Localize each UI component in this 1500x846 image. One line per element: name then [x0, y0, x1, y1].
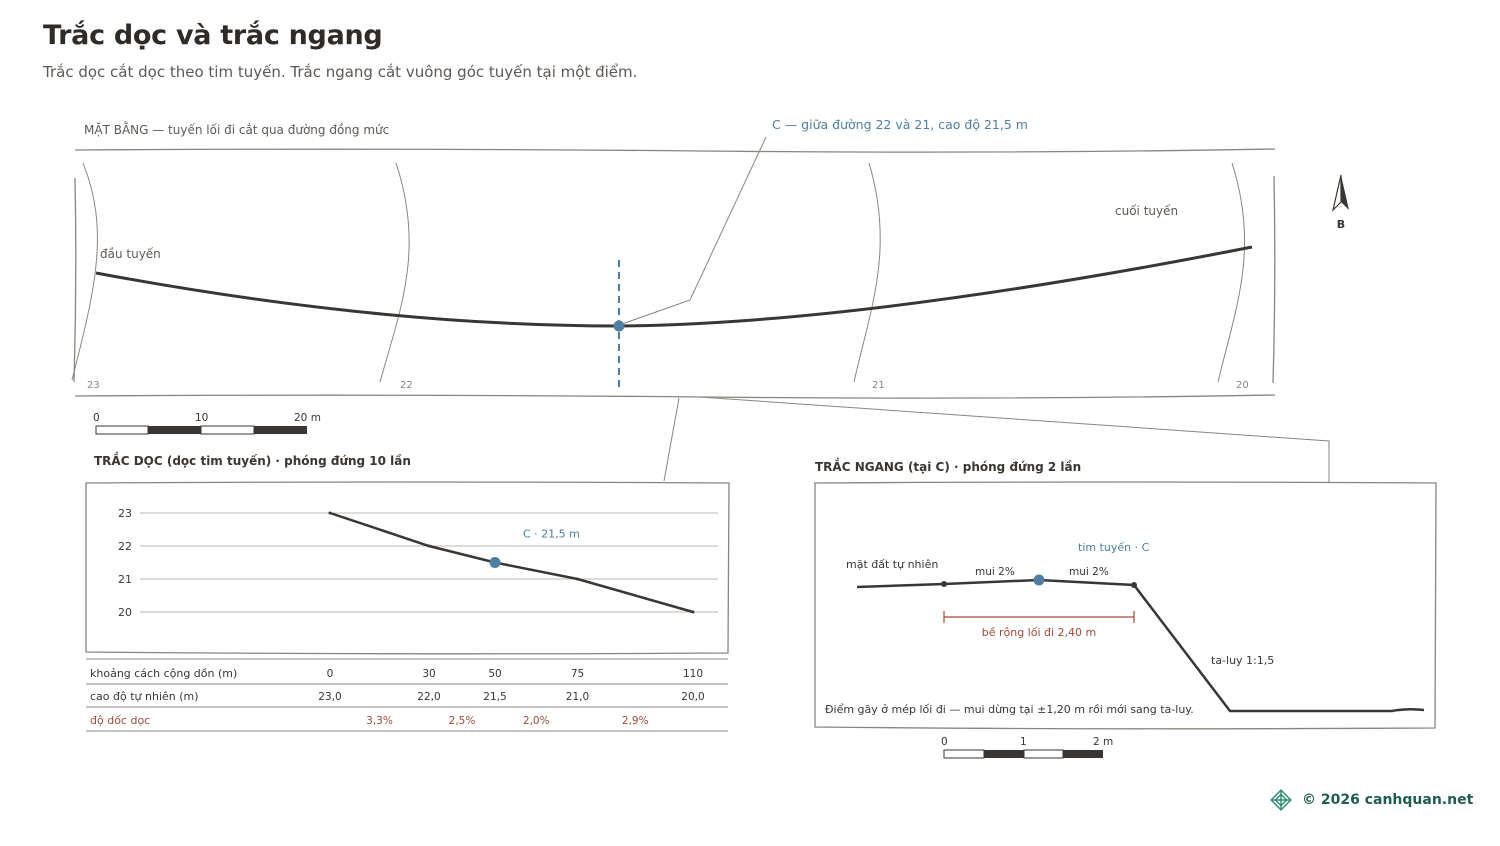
profile-point-label: C · 21,5 m — [523, 528, 580, 541]
slope-label: ta-luy 1:1,5 — [1211, 654, 1274, 667]
width-label: bề rộng lối đi 2,40 m — [982, 626, 1097, 639]
camber-left-label: mui 2% — [975, 566, 1015, 578]
plan-scale-label-0: 0 — [93, 412, 100, 424]
path-start-label: đầu tuyến — [100, 247, 161, 261]
path-edge-right-marker — [1131, 582, 1137, 588]
table-cell-slope: 2,5% — [449, 715, 476, 727]
table-cell-elevation: 21,0 — [566, 691, 589, 703]
ground-label: mặt đất tự nhiên — [846, 558, 938, 571]
profile-series — [328, 511, 695, 614]
profile-data-point — [691, 610, 695, 614]
table-cell-slope: 2,0% — [523, 715, 550, 727]
contour-line-20 — [1217, 162, 1246, 383]
point-c-marker — [613, 320, 625, 332]
north-label: B — [1337, 218, 1345, 231]
cross-title: TRẮC NGANG (tại C) · phóng đứng 2 lần — [815, 458, 1081, 474]
table-row-label-distance: khoảng cách cộng dồn (m) — [90, 667, 237, 680]
cross-scale-label-0: 0 — [941, 736, 948, 748]
camber-right-label: mui 2% — [1069, 566, 1109, 578]
profile-highlight-point — [489, 557, 501, 568]
table-cell-slope: 2,9% — [622, 715, 649, 727]
profile-y-tick-label: 20 — [118, 606, 132, 619]
cross-scale-bar — [943, 749, 1103, 759]
cross-ground-line — [856, 578, 1425, 713]
cross-note: Điểm gãy ở mép lối đi — mui dừng tại ±1,… — [825, 703, 1194, 716]
profile-y-tick-label: 23 — [118, 507, 132, 520]
contour-line-21 — [853, 162, 881, 383]
profile-table-cells: 0 23,0 30 22,0 50 21,5 75 21,0 110 20,0 3,3% 2,5% 2,… — [318, 668, 704, 727]
cross-panel: TRẮC NGANG (tại C) · phóng đứng 2 lần mặ… — [814, 458, 1437, 759]
table-row-label-elevation: cao độ tự nhiên (m) — [90, 690, 199, 703]
page-title: Trắc dọc và trắc ngang — [43, 20, 383, 51]
path-end-label: cuối tuyến — [1115, 204, 1178, 218]
plan-scale-bar — [95, 425, 307, 435]
profile-data-point — [576, 577, 579, 581]
footer: © 2026 canhquan.net — [1270, 789, 1473, 811]
contour-line-22 — [379, 162, 410, 383]
profile-frame — [85, 481, 730, 655]
table-cell-elevation: 22,0 — [417, 691, 440, 703]
table-cell-distance: 75 — [571, 668, 584, 680]
plan-scale-label-20: 20 m — [294, 412, 321, 424]
plan-frame-right — [1272, 175, 1276, 384]
table-cell-slope: 3,3% — [366, 715, 393, 727]
profile-grid — [140, 512, 718, 613]
profile-y-tick-label: 21 — [118, 573, 132, 586]
profile-connector-leader — [663, 397, 680, 482]
cross-scale-label-1: 1 — [1020, 736, 1027, 748]
copyright-text: © 2026 canhquan.net — [1302, 792, 1474, 808]
profile-panel: TRẮC DỌC (dọc tim tuyến) · phóng đứng 10… — [85, 452, 730, 732]
path-edge-left-marker — [941, 581, 947, 587]
cross-connector-leader — [699, 396, 1330, 482]
table-row-label-slope: độ dốc dọc — [90, 714, 150, 727]
contour-label-21: 21 — [872, 380, 885, 391]
contour-line-23 — [71, 162, 98, 381]
contour-label-20: 20 — [1236, 380, 1249, 391]
plan-frame-bottom — [74, 394, 1276, 399]
knot-icon — [1270, 789, 1292, 811]
profile-data-point — [328, 511, 332, 515]
profile-series-line — [329, 511, 694, 614]
callout-leader — [621, 136, 767, 325]
centerline-c-marker — [1033, 574, 1045, 586]
profile-title: TRẮC DỌC (dọc tim tuyến) · phóng đứng 10… — [94, 452, 411, 468]
table-cell-distance: 30 — [422, 668, 435, 680]
north-arrow-icon — [1331, 174, 1349, 212]
plan-scale-label-10: 10 — [195, 412, 208, 424]
plan-frame-left — [73, 177, 77, 383]
plan-path-alignment — [95, 245, 1253, 328]
table-cell-distance: 110 — [683, 668, 703, 680]
width-dimension — [943, 611, 1135, 623]
centerline-label: tim tuyến · C — [1078, 541, 1150, 554]
page-subtitle: Trắc dọc cắt dọc theo tim tuyến. Trắc ng… — [43, 63, 638, 81]
cross-frame — [814, 481, 1437, 730]
plan-frame-top — [74, 148, 1276, 153]
cross-scale-label-2: 2 m — [1093, 736, 1113, 748]
contour-label-23: 23 — [87, 380, 100, 391]
table-cell-distance: 50 — [488, 668, 501, 680]
profile-data-point — [427, 544, 431, 548]
plan-view: MẶT BẰNG — tuyến lối đi cắt qua đường đồ… — [71, 117, 1349, 482]
point-c-callout: C — giữa đường 22 và 21, cao độ 21,5 m — [772, 117, 1028, 132]
profile-y-tick-label: 22 — [118, 540, 132, 553]
contour-label-22: 22 — [400, 380, 413, 391]
profile-y-ticks: 23 22 21 20 — [118, 507, 132, 619]
table-cell-distance: 0 — [327, 668, 334, 680]
table-cell-elevation: 21,5 — [483, 691, 506, 703]
table-cell-elevation: 23,0 — [318, 691, 341, 703]
plan-label: MẶT BẰNG — tuyến lối đi cắt qua đường đồ… — [84, 121, 389, 137]
table-cell-elevation: 20,0 — [681, 691, 704, 703]
